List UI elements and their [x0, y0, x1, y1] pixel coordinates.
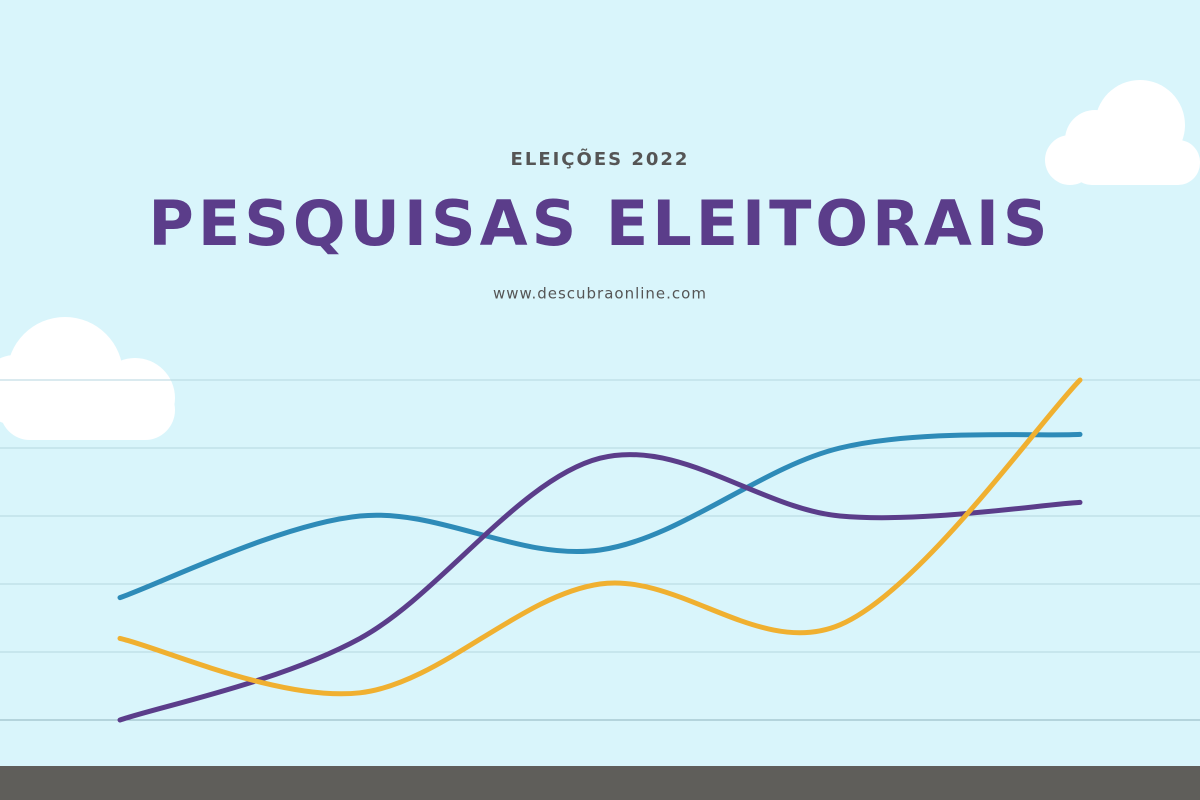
series-line [117, 431, 1083, 601]
grid [0, 379, 1200, 721]
cloud [0, 317, 175, 440]
series-line [117, 377, 1083, 697]
cloud [1045, 80, 1200, 185]
subtitle: ELEIÇÕES 2022 [511, 147, 690, 170]
website: www.descubraonline.com [493, 285, 707, 303]
lines [117, 377, 1083, 723]
series-line [117, 452, 1083, 723]
chart-title: PESQUISAS ELEITORAIS [148, 187, 1051, 260]
footer-bar [0, 766, 1200, 800]
